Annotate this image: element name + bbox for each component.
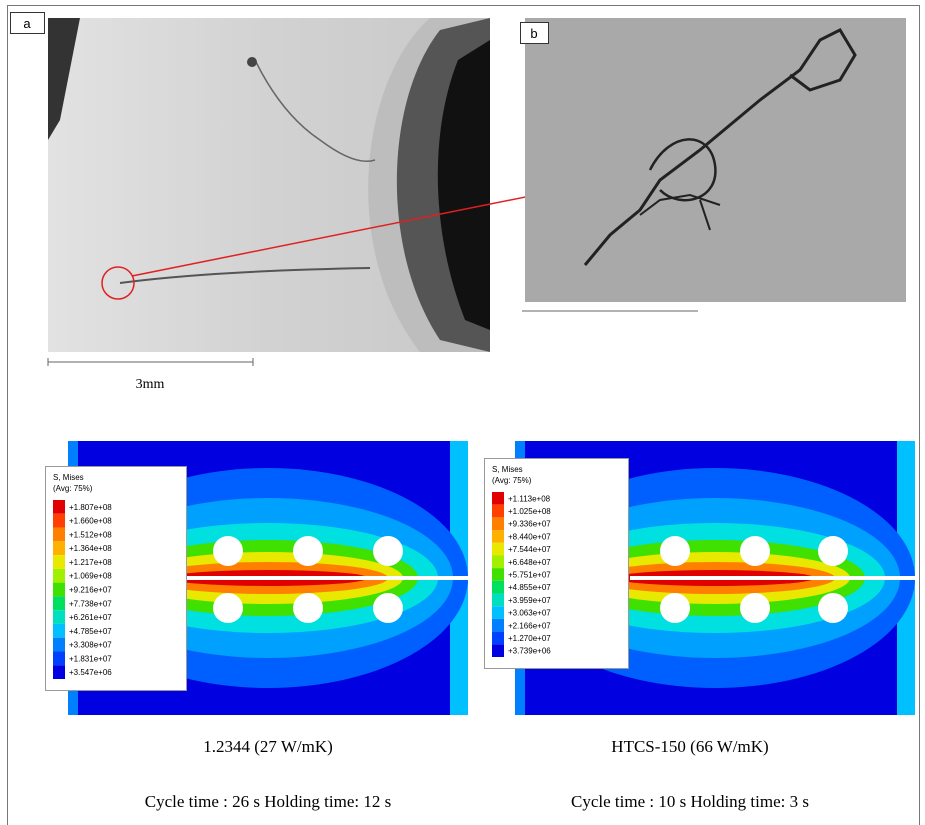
cooling-hole — [818, 593, 848, 623]
cooling-hole — [660, 593, 690, 623]
legend-value: +3.063e+07 — [508, 609, 551, 618]
legend-value: +7.544e+07 — [508, 545, 551, 554]
legend-value: +4.785e+07 — [69, 627, 112, 636]
legend-value: +5.751e+07 — [508, 571, 551, 580]
cooling-hole — [660, 536, 690, 566]
legend-subtitle: (Avg: 75%) — [53, 484, 93, 493]
legend-swatch — [53, 514, 65, 528]
legend-swatch — [53, 583, 65, 597]
legend-title: S, Mises — [492, 465, 523, 474]
legend-value: +9.216e+07 — [69, 586, 112, 595]
legend-swatch — [53, 541, 65, 555]
simulations: S, Mises (Avg: 75%) +1.807e+08 +1.660e+08 +1… — [46, 441, 925, 811]
legend-swatch — [53, 651, 65, 665]
legend-swatch — [492, 606, 504, 619]
legend-swatch — [53, 555, 65, 569]
legend-value: +9.336e+07 — [508, 520, 551, 529]
legend-swatch — [492, 530, 504, 543]
legend-value: +1.660e+08 — [69, 517, 112, 526]
legend-swatch — [492, 492, 504, 505]
photo-a — [48, 18, 490, 352]
photo-b — [525, 18, 906, 302]
legend-value: +1.025e+08 — [508, 507, 551, 516]
legend-value: +1.113e+08 — [508, 494, 551, 503]
legend-box — [46, 467, 187, 691]
legend-value: +3.308e+07 — [69, 641, 112, 650]
legend-swatch — [492, 581, 504, 594]
legend-value: +2.166e+07 — [508, 621, 551, 630]
cooling-hole — [740, 536, 770, 566]
legend-swatch — [53, 569, 65, 583]
cooling-hole — [373, 593, 403, 623]
cooling-hole — [740, 593, 770, 623]
legend-swatch — [492, 555, 504, 568]
legend-swatch — [492, 517, 504, 530]
legend-swatch — [492, 644, 504, 657]
cooling-hole — [373, 536, 403, 566]
cooling-hole — [293, 536, 323, 566]
legend-value: +3.739e+06 — [508, 647, 551, 656]
legend-value: +7.738e+07 — [69, 599, 112, 608]
legend-value: +3.959e+07 — [508, 596, 551, 605]
panel-label: b — [530, 26, 537, 41]
legend-value: +6.648e+07 — [508, 558, 551, 567]
legend-value: +1.364e+08 — [69, 544, 112, 553]
legend-swatch — [53, 596, 65, 610]
legend-value: +1.512e+08 — [69, 530, 112, 539]
legend-value: +4.855e+07 — [508, 583, 551, 592]
legend-value: +8.440e+07 — [508, 532, 551, 541]
legend-swatch — [53, 610, 65, 624]
material-caption: HTCS-150 (66 W/mK) — [611, 737, 768, 756]
legend-swatch — [492, 619, 504, 632]
legend-box — [485, 459, 629, 669]
timing-caption: Cycle time : 10 s Holding time: 3 s — [571, 792, 809, 811]
legend-swatch — [53, 500, 65, 514]
legend-subtitle: (Avg: 75%) — [492, 476, 532, 485]
cooling-hole — [293, 593, 323, 623]
figure: a 3mm b S, Mises (Avg: 75%) +1.807e+08 +1.6… — [0, 0, 925, 825]
slit — [183, 576, 483, 580]
legend-swatch — [53, 528, 65, 542]
cooling-hole — [213, 536, 243, 566]
legend-swatch — [53, 638, 65, 652]
legend-value: +1.270e+07 — [508, 634, 551, 643]
material-caption: 1.2344 (27 W/mK) — [203, 737, 333, 756]
cooling-hole — [818, 536, 848, 566]
legend-value: +1.831e+07 — [69, 654, 112, 663]
slit — [630, 576, 925, 580]
legend-swatch — [53, 624, 65, 638]
legend-swatch — [492, 632, 504, 645]
legend-value: +1.069e+08 — [69, 572, 112, 581]
legend-value: +6.261e+07 — [69, 613, 112, 622]
scale-label: 3mm — [136, 377, 165, 392]
legend-swatch — [53, 665, 65, 679]
timing-caption: Cycle time : 26 s Holding time: 12 s — [145, 792, 391, 811]
legend-value: +3.547e+06 — [69, 668, 112, 677]
legend-swatch — [492, 543, 504, 556]
legend-value: +1.217e+08 — [69, 558, 112, 567]
legend-swatch — [492, 505, 504, 518]
legend-value: +1.807e+08 — [69, 503, 112, 512]
panel-label: a — [23, 16, 31, 31]
cooling-hole — [213, 593, 243, 623]
legend-swatch — [492, 594, 504, 607]
legend-swatch — [492, 568, 504, 581]
legend-title: S, Mises — [53, 473, 84, 482]
